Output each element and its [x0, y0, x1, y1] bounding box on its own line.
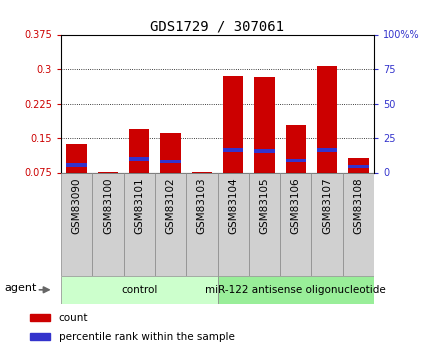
Text: count: count [59, 313, 88, 323]
FancyBboxPatch shape [217, 172, 248, 276]
Text: GSM83100: GSM83100 [103, 178, 112, 234]
Bar [160, 160, 180, 163]
Bar [285, 125, 305, 172]
Bar [160, 134, 180, 172]
Bar [223, 76, 243, 172]
FancyBboxPatch shape [61, 172, 92, 276]
Text: GSM83101: GSM83101 [134, 178, 144, 234]
FancyBboxPatch shape [61, 276, 217, 304]
Text: GSM83106: GSM83106 [290, 178, 300, 234]
Text: GSM83102: GSM83102 [165, 178, 175, 234]
Text: miR-122 antisense oligonucleotide: miR-122 antisense oligonucleotide [205, 285, 385, 295]
Bar [254, 77, 274, 172]
Title: GDS1729 / 307061: GDS1729 / 307061 [150, 19, 284, 33]
Bar [129, 129, 149, 172]
Bar [316, 66, 336, 172]
FancyBboxPatch shape [123, 172, 155, 276]
Text: percentile rank within the sample: percentile rank within the sample [59, 332, 234, 342]
Bar [66, 144, 86, 172]
Text: GSM83103: GSM83103 [197, 178, 206, 234]
Bar [348, 165, 368, 168]
Text: GSM83104: GSM83104 [228, 178, 237, 234]
Bar [285, 159, 305, 162]
Text: agent: agent [5, 284, 37, 293]
FancyBboxPatch shape [342, 172, 373, 276]
FancyBboxPatch shape [186, 172, 217, 276]
Bar [30, 314, 50, 322]
FancyBboxPatch shape [248, 172, 279, 276]
Bar [30, 333, 50, 340]
Text: GSM83105: GSM83105 [259, 178, 269, 234]
Text: GSM83108: GSM83108 [353, 178, 362, 234]
Bar [254, 149, 274, 153]
FancyBboxPatch shape [311, 172, 342, 276]
Bar [348, 158, 368, 172]
FancyBboxPatch shape [92, 172, 123, 276]
Bar [129, 157, 149, 161]
FancyBboxPatch shape [279, 172, 311, 276]
FancyBboxPatch shape [155, 172, 186, 276]
Text: GSM83090: GSM83090 [72, 178, 81, 234]
Bar [223, 148, 243, 152]
Bar [66, 163, 86, 167]
Text: GSM83107: GSM83107 [322, 178, 331, 234]
FancyBboxPatch shape [217, 276, 373, 304]
Bar [316, 148, 336, 152]
Text: control: control [121, 285, 157, 295]
